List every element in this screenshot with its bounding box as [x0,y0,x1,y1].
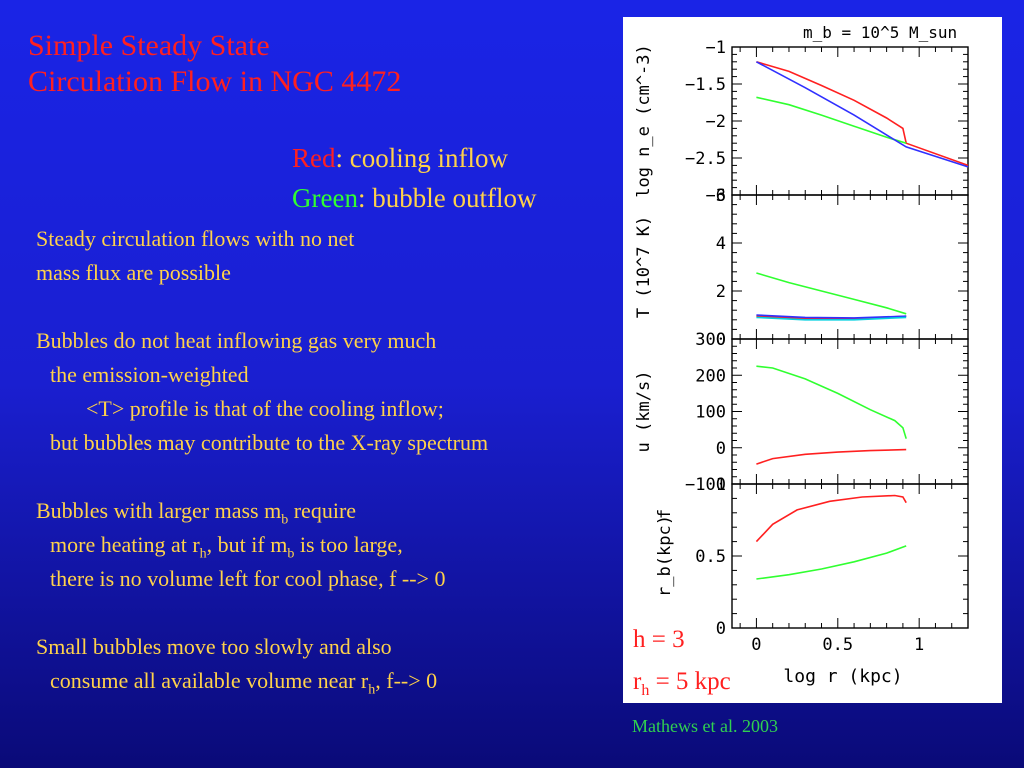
y-tick-label-ne: −2.5 [685,149,726,169]
panel-frame-u [731,338,969,485]
x-axis-label: log r (kpc) [783,666,902,687]
y-axis-label-ne: log n_e (cm^-3) [634,44,654,198]
legend-green: Green: bubble outflow [292,178,536,218]
y-axis-label2-f: f [655,509,675,519]
series-u-red [756,448,907,465]
p2-line2: the emission-weighted [50,362,249,387]
p3-line1: Bubbles with larger mass mb require [36,498,357,528]
series-T-cyan [756,316,907,321]
p4-line2: consume all available volume near rh, f-… [50,668,438,698]
title-line-1: Simple Steady State [28,29,270,62]
y-tick-label-T: 2 [716,282,726,302]
series-f-green [756,545,907,580]
y-tick-label-ne: −3 [706,186,726,206]
body-text: Steady circulation flows with no net mas… [36,222,626,698]
y-tick-label-f: 0 [716,619,726,639]
x-tick-label: 0 [751,635,761,655]
chart-svg: m_b = 10^5 M_sun −1 −1.5 −2 −2.5 −3 log n_e (c… [634,23,969,687]
y-tick-label-ne: −2 [706,112,726,132]
y-axis-label-T: T (10^7 K) [634,216,654,318]
title-line-2: Circulation Flow in NGC 4472 [28,65,402,98]
y-tick-label-u: 0 [716,439,726,459]
y-axis-label-u: u (km/s) [634,371,654,453]
slide-title: Simple Steady State Circulation Flow in … [28,28,401,100]
legend-green-text: : bubble outflow [357,183,537,213]
legend-red: Red: cooling inflow [292,138,536,178]
y-tick-label-T: 0 [716,330,726,350]
legend-green-word: Green [292,183,358,213]
y-axis-label-f: r_b(kpc) [655,515,675,597]
y-tick-label-u: 200 [695,366,726,386]
series-ne-blue [756,61,969,168]
p1-line2: mass flux are possible [36,260,231,285]
color-legend: Red: cooling inflow Green: bubble outflo… [292,138,536,218]
y-tick-label-f: 0.5 [695,547,726,567]
chart-header-label: m_b = 10^5 M_sun [803,23,957,42]
legend-red-text: : cooling inflow [335,143,508,173]
x-tick-label: 1 [914,635,924,655]
series-ne-green [756,96,907,144]
y-tick-label-u: 100 [695,403,726,423]
y-tick-label-ne: −1.5 [685,75,726,95]
p2-line1: Bubbles do not heat inflowing gas very m… [36,328,437,353]
series-ne-red [756,61,969,167]
series-T-blue [756,314,907,319]
legend-red-word: Red [292,143,336,173]
panel-frame-f [731,483,969,629]
citation: Mathews et al. 2003 [632,716,778,736]
chart-figure: m_b = 10^5 M_sun −1 −1.5 −2 −2.5 −3 log n_e (c… [623,17,1002,703]
p1-line1: Steady circulation flows with no net [36,226,355,251]
p2-line4: but bubbles may contribute to the X-ray … [50,430,489,455]
x-tick-label: 0.5 [822,635,853,655]
panel-frame-ne [731,46,969,196]
y-tick-label-u: −100 [685,475,726,495]
series-u-green [756,365,907,439]
y-tick-label-ne: −1 [706,38,726,58]
p4-line1: Small bubbles move too slowly and also [36,634,392,659]
p3-line2: more heating at rh, but if mb is too lar… [50,532,403,562]
p3-line3: there is no volume left for cool phase, … [50,566,446,591]
p2-line3: <T> profile is that of the cooling inflo… [86,396,444,421]
param-h: h = 3 [633,626,685,653]
series-f-red [755,494,907,543]
series-T-green [756,272,907,315]
y-tick-label-T: 6 [716,186,726,206]
y-tick-label-f: 1 [716,475,726,495]
param-rh: rh = 5 kpc [633,668,731,699]
y-tick-label-T: 4 [716,234,726,254]
y-tick-label-u: 300 [695,330,726,350]
